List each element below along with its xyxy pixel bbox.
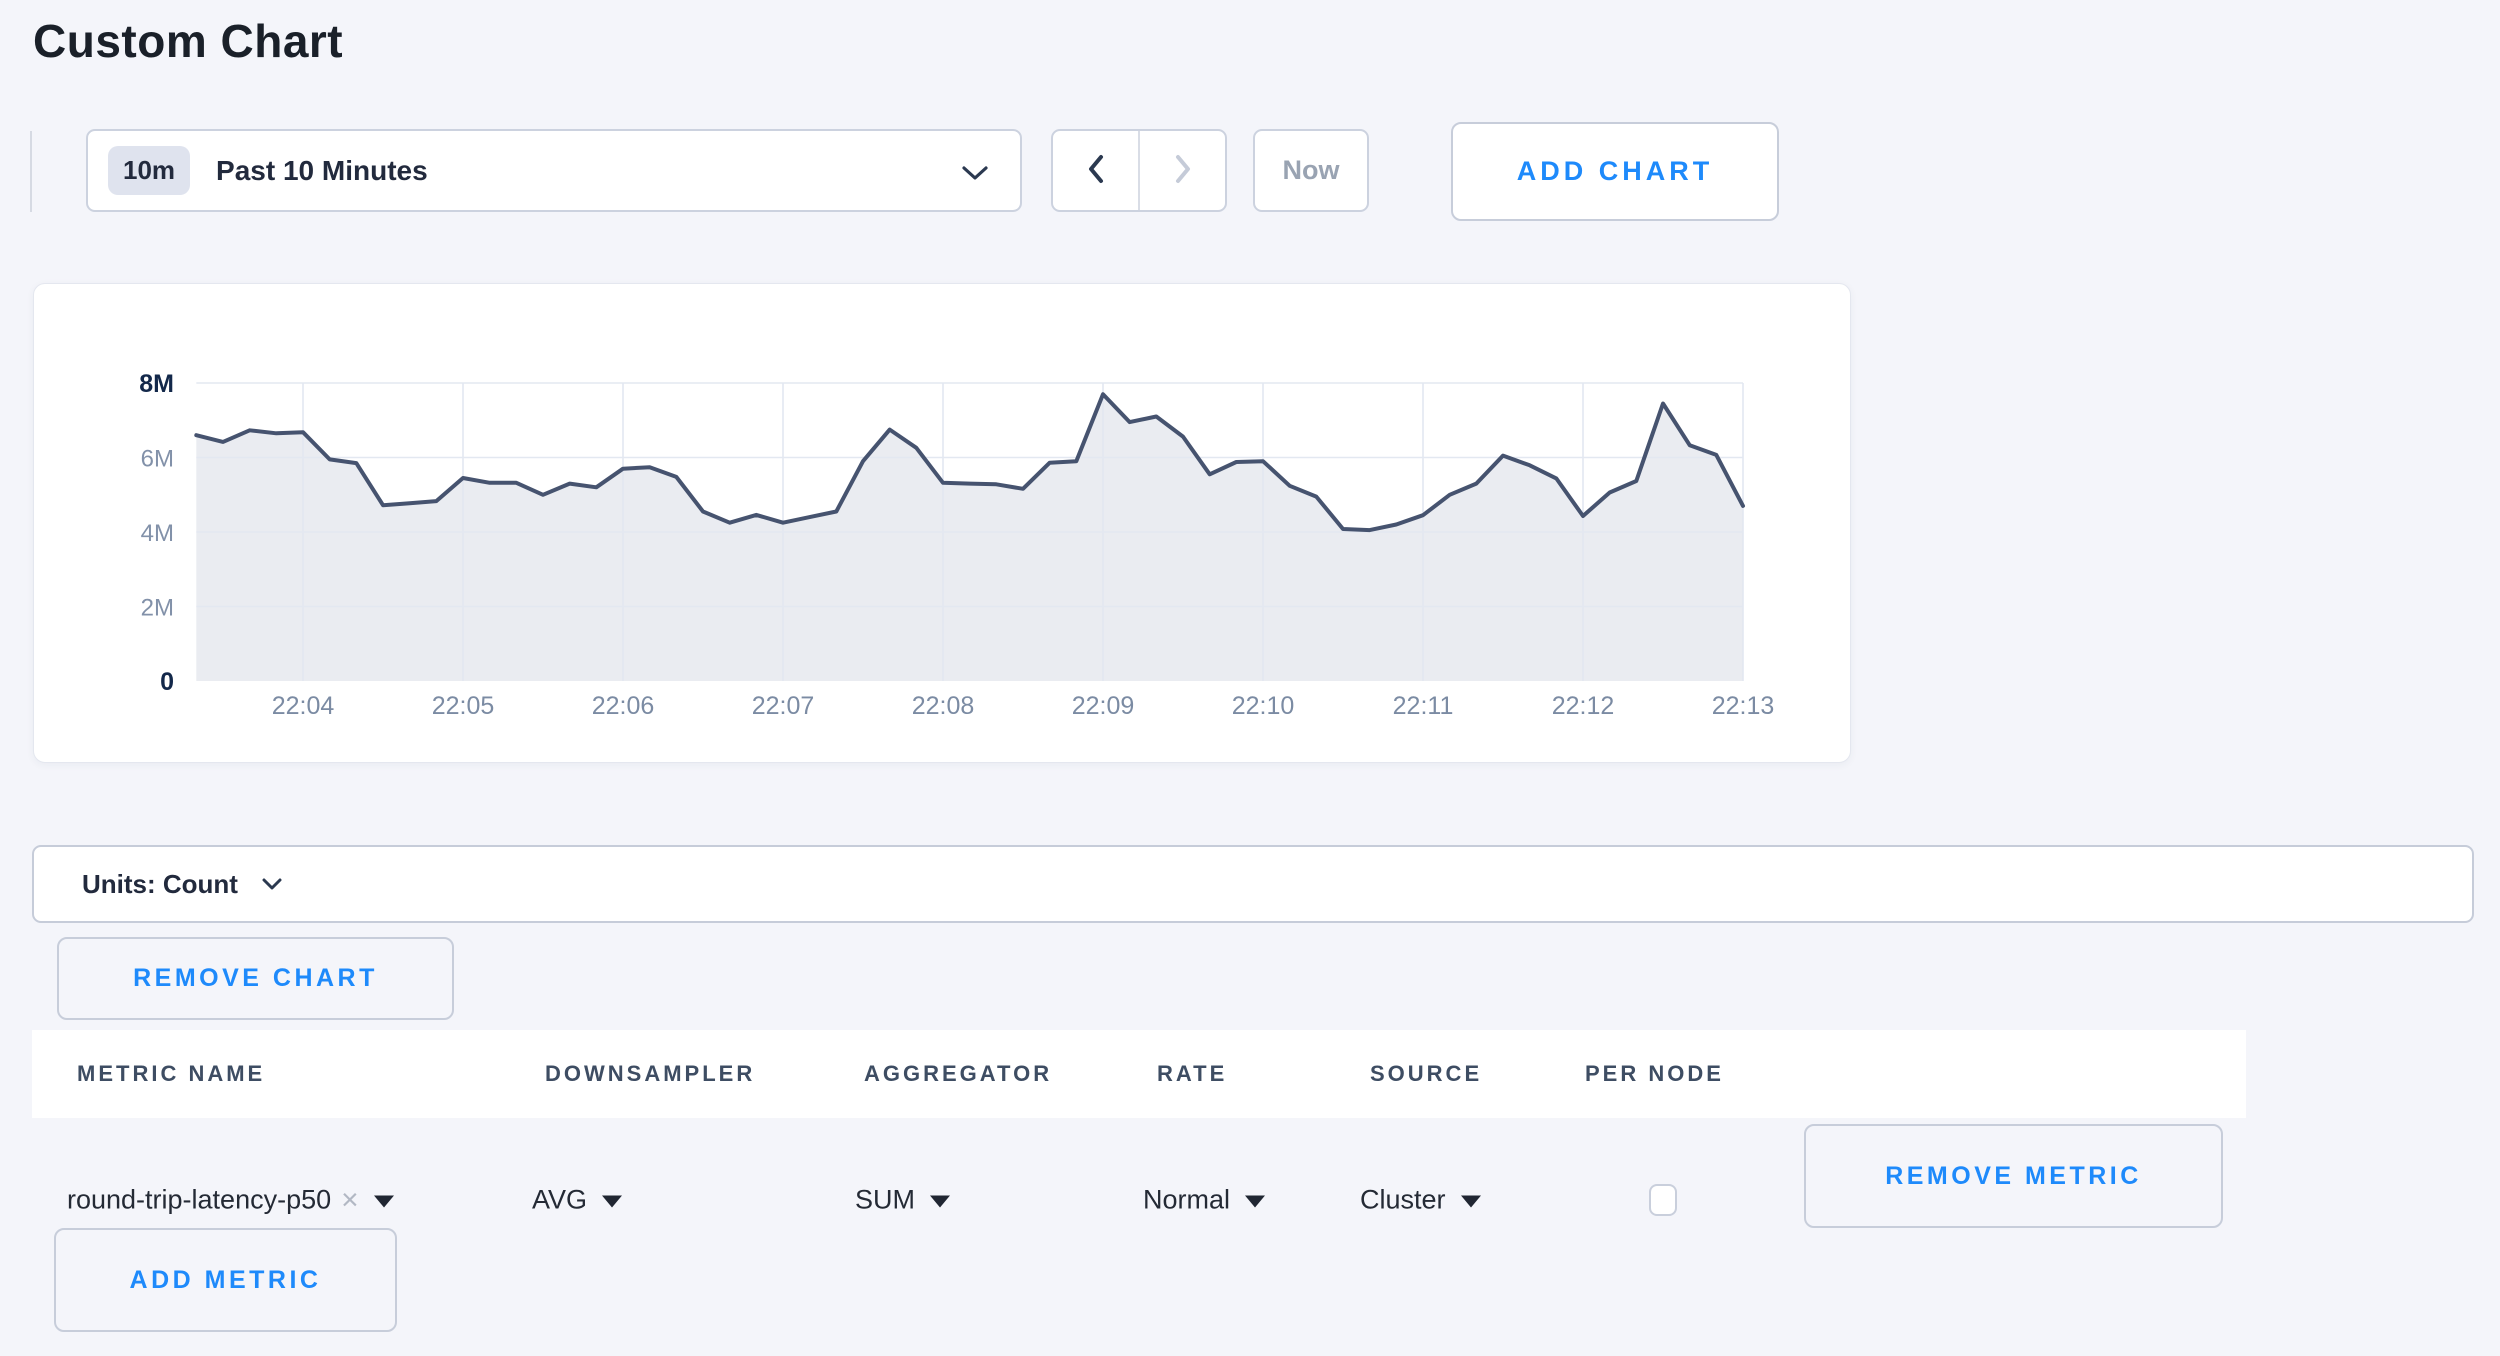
svg-text:22:11: 22:11: [1393, 692, 1454, 720]
chevron-down-icon: [260, 877, 284, 896]
column-header-downsampler: DOWNSAMPLER: [545, 1061, 756, 1086]
next-time-button[interactable]: [1140, 131, 1225, 210]
svg-text:6M: 6M: [141, 446, 174, 473]
aggregator-value: SUM: [855, 1184, 915, 1215]
column-header-metric-name: METRIC NAME: [77, 1061, 266, 1086]
column-header-source: SOURCE: [1370, 1061, 1483, 1086]
svg-text:22:06: 22:06: [592, 692, 655, 720]
caret-down-icon: [1460, 1195, 1481, 1208]
time-nav-group: [1051, 129, 1227, 212]
svg-text:2M: 2M: [141, 595, 174, 622]
units-selector[interactable]: Units: Count: [32, 845, 2474, 923]
add-metric-button[interactable]: ADD METRIC: [54, 1228, 397, 1332]
column-header-aggregator: AGGREGATOR: [864, 1061, 1053, 1086]
remove-chart-button[interactable]: REMOVE CHART: [57, 937, 454, 1020]
svg-text:22:04: 22:04: [272, 692, 335, 720]
metric-name-dropdown[interactable]: round-trip-latency-p50 ×: [67, 1185, 394, 1216]
now-button[interactable]: Now: [1253, 129, 1369, 212]
caret-down-icon: [930, 1195, 950, 1208]
svg-text:0: 0: [160, 668, 174, 696]
timeseries-chart: 0 2M 4M 6M 8M 22:04 22:05 22:06 22:07 22:08 22:09 2…: [139, 370, 1775, 720]
metric-row: round-trip-latency-p50 × AVG SUM Normal …: [0, 1155, 2500, 1245]
units-label: Units: Count: [82, 868, 238, 899]
caret-down-icon: [1245, 1195, 1266, 1208]
svg-text:8M: 8M: [139, 370, 174, 398]
toolbar-left-divider: [30, 131, 32, 212]
column-header-per-node: PER NODE: [1585, 1061, 1724, 1086]
per-node-checkbox[interactable]: [1649, 1184, 1677, 1216]
svg-text:22:05: 22:05: [432, 692, 495, 720]
time-range-selector[interactable]: 10m Past 10 Minutes: [86, 129, 1022, 212]
chevron-left-icon: [1086, 152, 1106, 189]
svg-text:22:12: 22:12: [1552, 692, 1615, 720]
chart-card: 0 2M 4M 6M 8M 22:04 22:05 22:06 22:07 22:08 22:09 2…: [33, 283, 1851, 763]
time-range-badge: 10m: [108, 146, 191, 195]
caret-down-icon: [373, 1195, 394, 1208]
source-dropdown[interactable]: Cluster: [1360, 1185, 1481, 1216]
svg-text:4M: 4M: [141, 520, 174, 547]
prev-time-button[interactable]: [1053, 131, 1140, 210]
column-header-rate: RATE: [1157, 1061, 1228, 1086]
chevron-right-icon: [1173, 152, 1193, 189]
chevron-down-icon: [960, 164, 990, 187]
svg-text:22:07: 22:07: [752, 692, 815, 720]
aggregator-dropdown[interactable]: SUM: [855, 1185, 950, 1216]
caret-down-icon: [602, 1195, 623, 1208]
rate-value: Normal: [1143, 1184, 1231, 1215]
metrics-table-header: METRIC NAME DOWNSAMPLER AGGREGATOR RATE …: [32, 1030, 2246, 1118]
remove-tag-icon[interactable]: ×: [341, 1183, 359, 1216]
svg-text:22:08: 22:08: [912, 692, 975, 720]
downsampler-dropdown[interactable]: AVG: [532, 1184, 623, 1216]
add-chart-button[interactable]: ADD CHART: [1451, 122, 1779, 221]
source-value: Cluster: [1360, 1184, 1446, 1215]
metric-name-value: round-trip-latency-p50: [67, 1184, 332, 1215]
page-title: Custom Chart: [33, 15, 344, 67]
time-range-label: Past 10 Minutes: [216, 154, 428, 186]
downsampler-value: AVG: [532, 1184, 588, 1215]
svg-text:22:13: 22:13: [1712, 692, 1775, 720]
svg-text:22:10: 22:10: [1232, 692, 1295, 720]
remove-metric-button[interactable]: REMOVE METRIC: [1804, 1124, 2223, 1228]
rate-dropdown[interactable]: Normal: [1143, 1184, 1266, 1216]
svg-text:22:09: 22:09: [1072, 692, 1135, 720]
